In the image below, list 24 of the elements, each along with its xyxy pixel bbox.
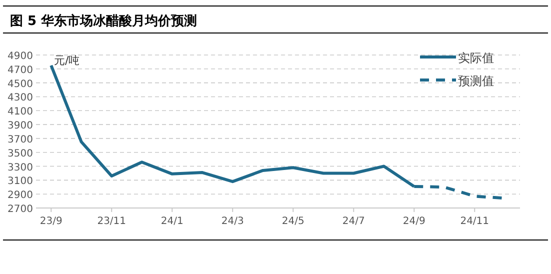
y-axis-title: 元/吨 [54, 54, 80, 67]
y-tick-label: 4700 [8, 64, 33, 76]
y-tick-label: 2900 [8, 190, 33, 202]
y-tick-label: 4300 [8, 92, 33, 104]
x-tick-label: 24/1 [160, 216, 184, 227]
x-tick-label: 24/5 [282, 216, 304, 227]
x-tick-label: 23/11 [97, 216, 126, 227]
legend-label: 实际值 [458, 51, 494, 65]
y-tick-label: 2700 [8, 204, 33, 215]
y-tick-label: 3100 [8, 176, 33, 188]
y-tick-label: 4900 [8, 51, 33, 62]
x-tick-label: 23/9 [40, 216, 62, 227]
x-tick-label: 24/9 [402, 216, 426, 227]
y-tick-label: 3700 [8, 134, 33, 146]
legend-label: 预测值 [458, 74, 494, 88]
x-tick-label: 24/7 [342, 216, 365, 227]
chart-title: 图 5 华东市场冰醋酸月均价预测 [10, 13, 198, 29]
x-tick-label: 24/3 [221, 216, 244, 227]
y-tick-label: 4500 [8, 78, 33, 90]
y-tick-label: 3500 [8, 148, 33, 160]
y-tick-label: 3300 [8, 162, 33, 174]
y-tick-label: 4100 [8, 106, 33, 118]
y-tick-label: 3900 [8, 120, 33, 132]
x-tick-label: 24/11 [460, 216, 490, 227]
